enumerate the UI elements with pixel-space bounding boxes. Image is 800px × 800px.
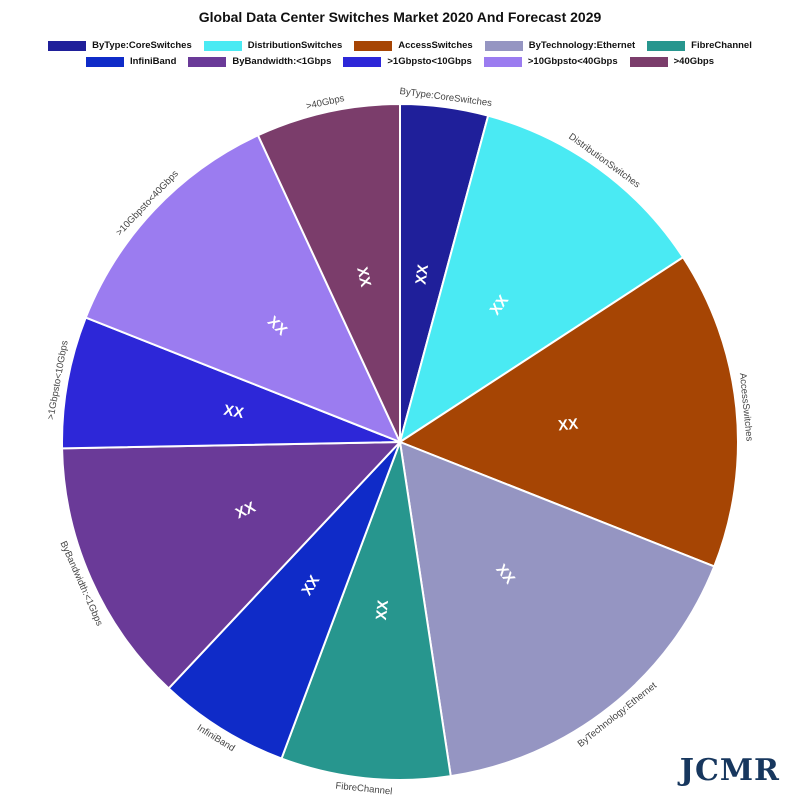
legend-swatch <box>203 40 242 51</box>
pie-slice[interactable] <box>256 102 401 443</box>
legend-item[interactable]: InfiniBand <box>85 56 177 67</box>
chart-legend: ByType:CoreSwitches DistributionSwitches A… <box>0 40 800 67</box>
legend-swatch <box>48 40 87 51</box>
slice-data-label: XX <box>373 599 392 621</box>
legend-label: DistributionSwitches <box>247 40 343 51</box>
legend-item[interactable]: ByBandwidth:<1Gbps <box>188 56 331 67</box>
pie-slice[interactable] <box>398 440 716 778</box>
pie-slice[interactable] <box>280 438 452 781</box>
legend-swatch <box>188 56 227 67</box>
legend-item[interactable]: ByType:CoreSwitches <box>48 40 192 51</box>
slice-data-label: XX <box>557 416 579 435</box>
legend-swatch <box>629 56 668 67</box>
legend-label: >1Gbpsto<10Gbps <box>387 56 472 67</box>
legend-item[interactable]: >10Gbpsto<40Gbps <box>483 56 618 67</box>
legend-swatch <box>343 56 382 67</box>
pie-slice[interactable] <box>84 133 402 444</box>
legend-swatch <box>354 40 393 51</box>
legend-swatch <box>484 40 523 51</box>
pie-slice[interactable] <box>167 441 401 760</box>
slice-data-label: XX <box>233 499 258 523</box>
slice-category-label: AccessSwitches <box>737 372 755 442</box>
legend-swatch <box>85 56 124 67</box>
slice-data-label: XX <box>222 402 245 422</box>
jcmr-watermark-logo: JCMR <box>679 753 780 788</box>
chart-title: Global Data Center Switches Market 2020 … <box>198 9 602 25</box>
legend-label: ByTechnology:Ethernet <box>528 40 636 51</box>
legend-label: AccessSwitches <box>398 40 473 51</box>
legend-item[interactable]: AccessSwitches <box>354 40 473 51</box>
legend-item[interactable]: >40Gbps <box>629 56 715 67</box>
legend-label: InfiniBand <box>129 56 177 67</box>
legend-item[interactable]: >1Gbpsto<10Gbps <box>343 56 472 67</box>
legend-label: FibreChannel <box>691 40 752 51</box>
pie-slice[interactable] <box>61 440 403 690</box>
pie-slice[interactable] <box>398 114 685 445</box>
slice-data-label: XX <box>412 263 431 285</box>
pie-slice[interactable] <box>397 255 739 568</box>
legend-item[interactable]: ByTechnology:Ethernet <box>484 40 636 51</box>
slice-category-label: FibreChannel <box>335 781 393 798</box>
legend-swatch <box>647 40 686 51</box>
legend-swatch <box>483 56 522 67</box>
slice-data-label: XX <box>353 265 374 288</box>
legend-label: >40Gbps <box>673 56 715 67</box>
legend-item[interactable]: DistributionSwitches <box>203 40 343 51</box>
legend-label: ByBandwidth:<1Gbps <box>232 56 332 67</box>
legend-item[interactable]: FibreChannel <box>647 40 752 51</box>
legend-label: >10Gbpsto<40Gbps <box>527 56 618 67</box>
legend-label: ByType:CoreSwitches <box>92 40 192 51</box>
pie-slice[interactable] <box>61 316 401 450</box>
